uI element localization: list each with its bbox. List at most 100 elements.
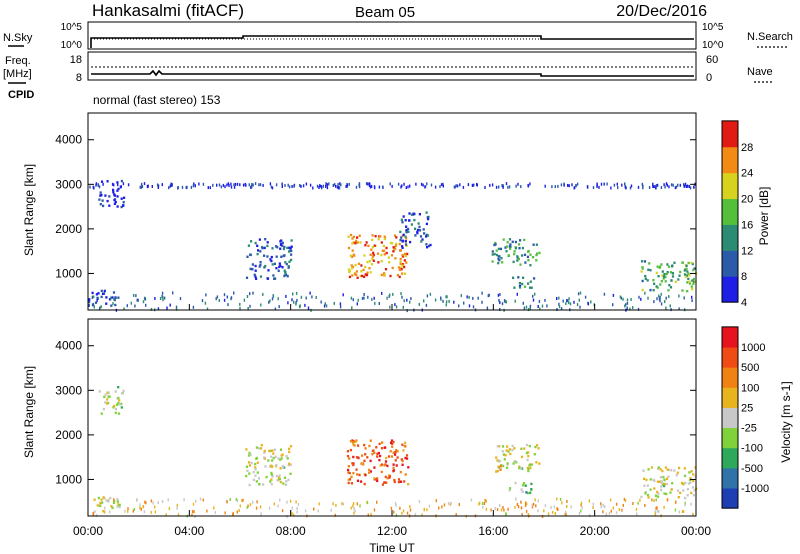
data-cell (579, 305, 581, 309)
data-cell (256, 461, 259, 464)
data-cell (116, 189, 119, 192)
data-cell (401, 246, 404, 249)
data-cell (641, 288, 644, 292)
data-cell (403, 299, 405, 303)
data-cell (610, 186, 612, 190)
data-cell (352, 298, 354, 302)
data-cell (655, 285, 658, 288)
data-cell (426, 182, 428, 186)
data-cell (421, 238, 424, 241)
data-cell (692, 268, 695, 272)
data-cell (399, 257, 402, 261)
data-cell (691, 287, 694, 291)
data-cell (263, 451, 266, 454)
data-cell (685, 267, 688, 270)
data-cell (678, 294, 680, 298)
data-cell (535, 504, 537, 508)
data-cell (602, 510, 604, 514)
data-cell (693, 185, 695, 189)
data-cell (693, 489, 696, 492)
colorbar-frame (721, 120, 739, 303)
data-cell (537, 499, 539, 503)
data-cell (394, 459, 397, 462)
data-cell (277, 504, 279, 508)
data-cell (167, 498, 169, 502)
data-cell (399, 230, 402, 234)
data-cell (679, 491, 682, 495)
beam-label: Beam 05 (355, 4, 415, 21)
data-cell (408, 219, 411, 222)
data-cell (284, 273, 287, 276)
data-cell (481, 300, 483, 304)
data-cell (538, 299, 541, 303)
data-cell (525, 501, 527, 505)
data-cell (330, 508, 332, 512)
data-cell (652, 278, 655, 282)
data-cell (376, 452, 379, 456)
data-cell (520, 185, 522, 189)
data-cell (245, 276, 249, 279)
data-cell (140, 507, 142, 511)
data-cell (484, 498, 486, 502)
data-cell (379, 464, 382, 467)
data-cell (395, 242, 398, 246)
data-cell (483, 502, 486, 505)
data-cell (690, 502, 692, 506)
data-cell (309, 291, 311, 295)
data-cell (351, 440, 355, 444)
data-cell (385, 456, 388, 460)
data-cell (251, 263, 254, 266)
data-cell (684, 496, 687, 500)
data-cell (101, 292, 105, 295)
data-cell (417, 228, 420, 232)
data-cell (393, 510, 395, 514)
data-cell (687, 272, 690, 275)
data-cell (122, 182, 125, 186)
data-cell (578, 298, 580, 302)
data-cell (371, 238, 374, 242)
data-cell (161, 291, 164, 295)
data-cell (527, 259, 530, 262)
data-cell (117, 412, 121, 415)
data-cell (445, 303, 447, 307)
data-cell (242, 183, 245, 187)
data-cell (677, 278, 680, 281)
data-cell (399, 480, 402, 483)
data-cell (333, 301, 335, 305)
data-cell (659, 265, 662, 268)
data-cell (113, 183, 115, 187)
data-cell (97, 184, 100, 187)
data-cell (395, 305, 398, 309)
data-cell (239, 302, 241, 306)
data-cell (681, 289, 684, 292)
x-tick-label: 20:00 (580, 524, 610, 538)
data-cell (335, 184, 337, 188)
data-cell (654, 494, 657, 497)
data-cell (212, 183, 214, 187)
data-cell (248, 183, 250, 187)
data-cell (658, 510, 660, 513)
data-cell (118, 403, 121, 406)
data-cell (364, 447, 367, 450)
data-cell (353, 511, 355, 515)
data-cell (223, 293, 226, 297)
data-cell (116, 195, 119, 198)
data-cell (289, 463, 292, 466)
data-cell (688, 280, 691, 283)
data-cell (111, 182, 114, 186)
data-cell (403, 252, 407, 256)
data-cell (660, 481, 663, 485)
colorbar-segment (722, 427, 738, 449)
data-cell (91, 291, 94, 295)
data-cell (102, 510, 105, 513)
data-cell (379, 454, 382, 458)
data-cell (142, 505, 144, 509)
data-cell (502, 185, 504, 189)
data-cell (268, 506, 271, 510)
data-cell (381, 291, 383, 295)
data-cell (663, 484, 666, 488)
data-cell (360, 264, 363, 267)
data-cell (410, 223, 413, 226)
data-cell (603, 182, 605, 186)
data-cell (271, 465, 274, 468)
